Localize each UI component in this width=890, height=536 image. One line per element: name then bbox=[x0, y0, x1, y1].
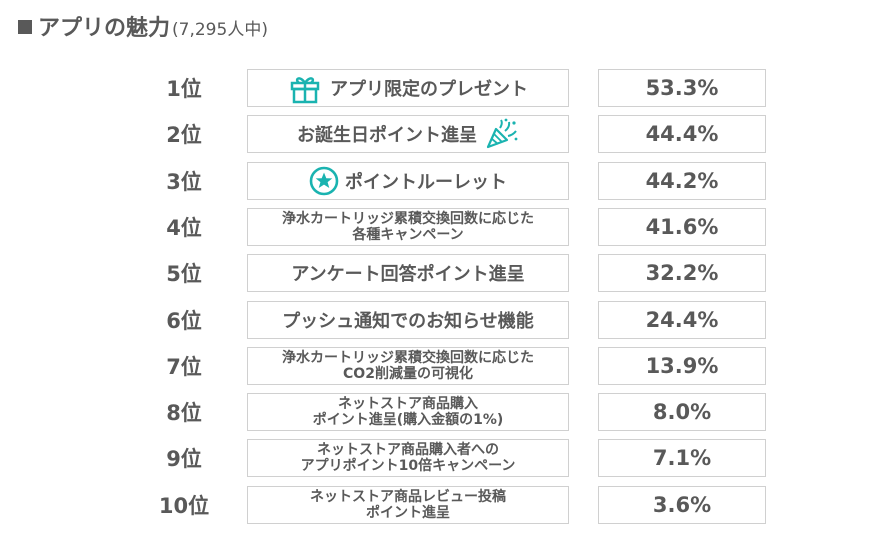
rank-label: 9位 bbox=[166, 447, 202, 472]
percentage-value: 32.2% bbox=[598, 254, 766, 293]
ranking-row: 1位 アプリ限定のプレゼント 53.3% bbox=[0, 69, 890, 109]
rank-label: 7位 bbox=[166, 354, 202, 379]
ranking-row: 7位 浄水カートリッジ累積交換回数に応じた CO2削減量の可視化 13.9% bbox=[0, 346, 890, 387]
feature-label: アプリ限定のプレゼント bbox=[330, 79, 528, 100]
percentage-value: 3.6% bbox=[598, 485, 766, 524]
percentage-value: 41.6% bbox=[598, 207, 766, 246]
feature-label: 浄水カートリッジ累積交換回数に応じた CO2削減量の可視化 bbox=[282, 349, 534, 382]
page-title: アプリの魅力 (7,295人中) bbox=[18, 10, 268, 42]
feature-label-box: アンケート回答ポイント進呈 bbox=[247, 254, 569, 293]
ranking-row: 3位 ポイントルーレット 44.2% bbox=[0, 161, 890, 202]
percentage-value: 44.2% bbox=[598, 161, 766, 200]
ranking-row: 4位 浄水カートリッジ累積交換回数に応じた 各種キャンペーン 41.6% bbox=[0, 207, 890, 248]
feature-label: ネットストア商品レビュー投稿 ポイント進呈 bbox=[310, 488, 506, 521]
feature-label-box: ネットストア商品レビュー投稿 ポイント進呈 bbox=[247, 485, 569, 524]
ranking-row: 5位 アンケート回答ポイント進呈 32.2% bbox=[0, 254, 890, 294]
feature-label: お誕生日ポイント進呈 bbox=[297, 125, 477, 147]
ranking-row: 6位 プッシュ通知でのお知らせ機能 24.4% bbox=[0, 300, 890, 341]
percentage-value: 7.1% bbox=[598, 439, 766, 478]
feature-label-box: プッシュ通知でのお知らせ機能 bbox=[247, 300, 569, 339]
gift-icon bbox=[288, 71, 322, 105]
feature-label-box: 浄水カートリッジ累積交換回数に応じた 各種キャンペーン bbox=[247, 207, 569, 246]
rank-label: 4位 bbox=[166, 215, 202, 240]
ranking-row: 10位 ネットストア商品レビュー投稿 ポイント進呈 3.6% bbox=[0, 485, 890, 526]
feature-label-box: アプリ限定のプレゼント bbox=[247, 69, 569, 107]
percentage-value: 53.3% bbox=[598, 69, 766, 107]
rank-label: 2位 bbox=[166, 123, 202, 148]
feature-label: ポイントルーレット bbox=[345, 171, 507, 193]
feature-label-box: お誕生日ポイント進呈 bbox=[247, 115, 569, 154]
ranking-row: 9位 ネットストア商品購入者への アプリポイント10倍キャンペーン 7.1% bbox=[0, 439, 890, 479]
percentage-value: 8.0% bbox=[598, 393, 766, 432]
feature-label-box: 浄水カートリッジ累積交換回数に応じた CO2削減量の可視化 bbox=[247, 346, 569, 385]
party-popper-icon bbox=[485, 118, 519, 150]
rank-label: 5位 bbox=[166, 262, 202, 287]
ranking-row: 8位 ネットストア商品購入 ポイント進呈(購入金額の1%) 8.0% bbox=[0, 393, 890, 433]
feature-label-box: ポイントルーレット bbox=[247, 161, 569, 200]
respondent-count: (7,295人中) bbox=[172, 20, 268, 40]
rank-label: 10位 bbox=[158, 493, 210, 518]
rank-label: 1位 bbox=[166, 77, 202, 101]
feature-label-box: ネットストア商品購入 ポイント進呈(購入金額の1%) bbox=[247, 393, 569, 432]
feature-label: 浄水カートリッジ累積交換回数に応じた 各種キャンペーン bbox=[282, 210, 534, 243]
title-square-bullet bbox=[18, 20, 32, 34]
ranking-row: 2位 お誕生日ポイント進呈 44.4% bbox=[0, 115, 890, 155]
rank-label: 6位 bbox=[166, 308, 202, 333]
percentage-value: 13.9% bbox=[598, 346, 766, 385]
feature-label: アンケート回答ポイント進呈 bbox=[291, 264, 525, 286]
star-circle-icon bbox=[309, 166, 339, 196]
feature-label: プッシュ通知でのお知らせ機能 bbox=[282, 310, 534, 332]
rank-label: 8位 bbox=[166, 401, 202, 426]
title-text: アプリの魅力 bbox=[38, 16, 171, 41]
percentage-value: 24.4% bbox=[598, 300, 766, 339]
feature-label-box: ネットストア商品購入者への アプリポイント10倍キャンペーン bbox=[247, 439, 569, 478]
feature-label: ネットストア商品購入 ポイント進呈(購入金額の1%) bbox=[312, 396, 504, 429]
feature-label: ネットストア商品購入者への アプリポイント10倍キャンペーン bbox=[300, 442, 516, 475]
rank-label: 3位 bbox=[166, 169, 202, 194]
percentage-value: 44.4% bbox=[598, 115, 766, 154]
